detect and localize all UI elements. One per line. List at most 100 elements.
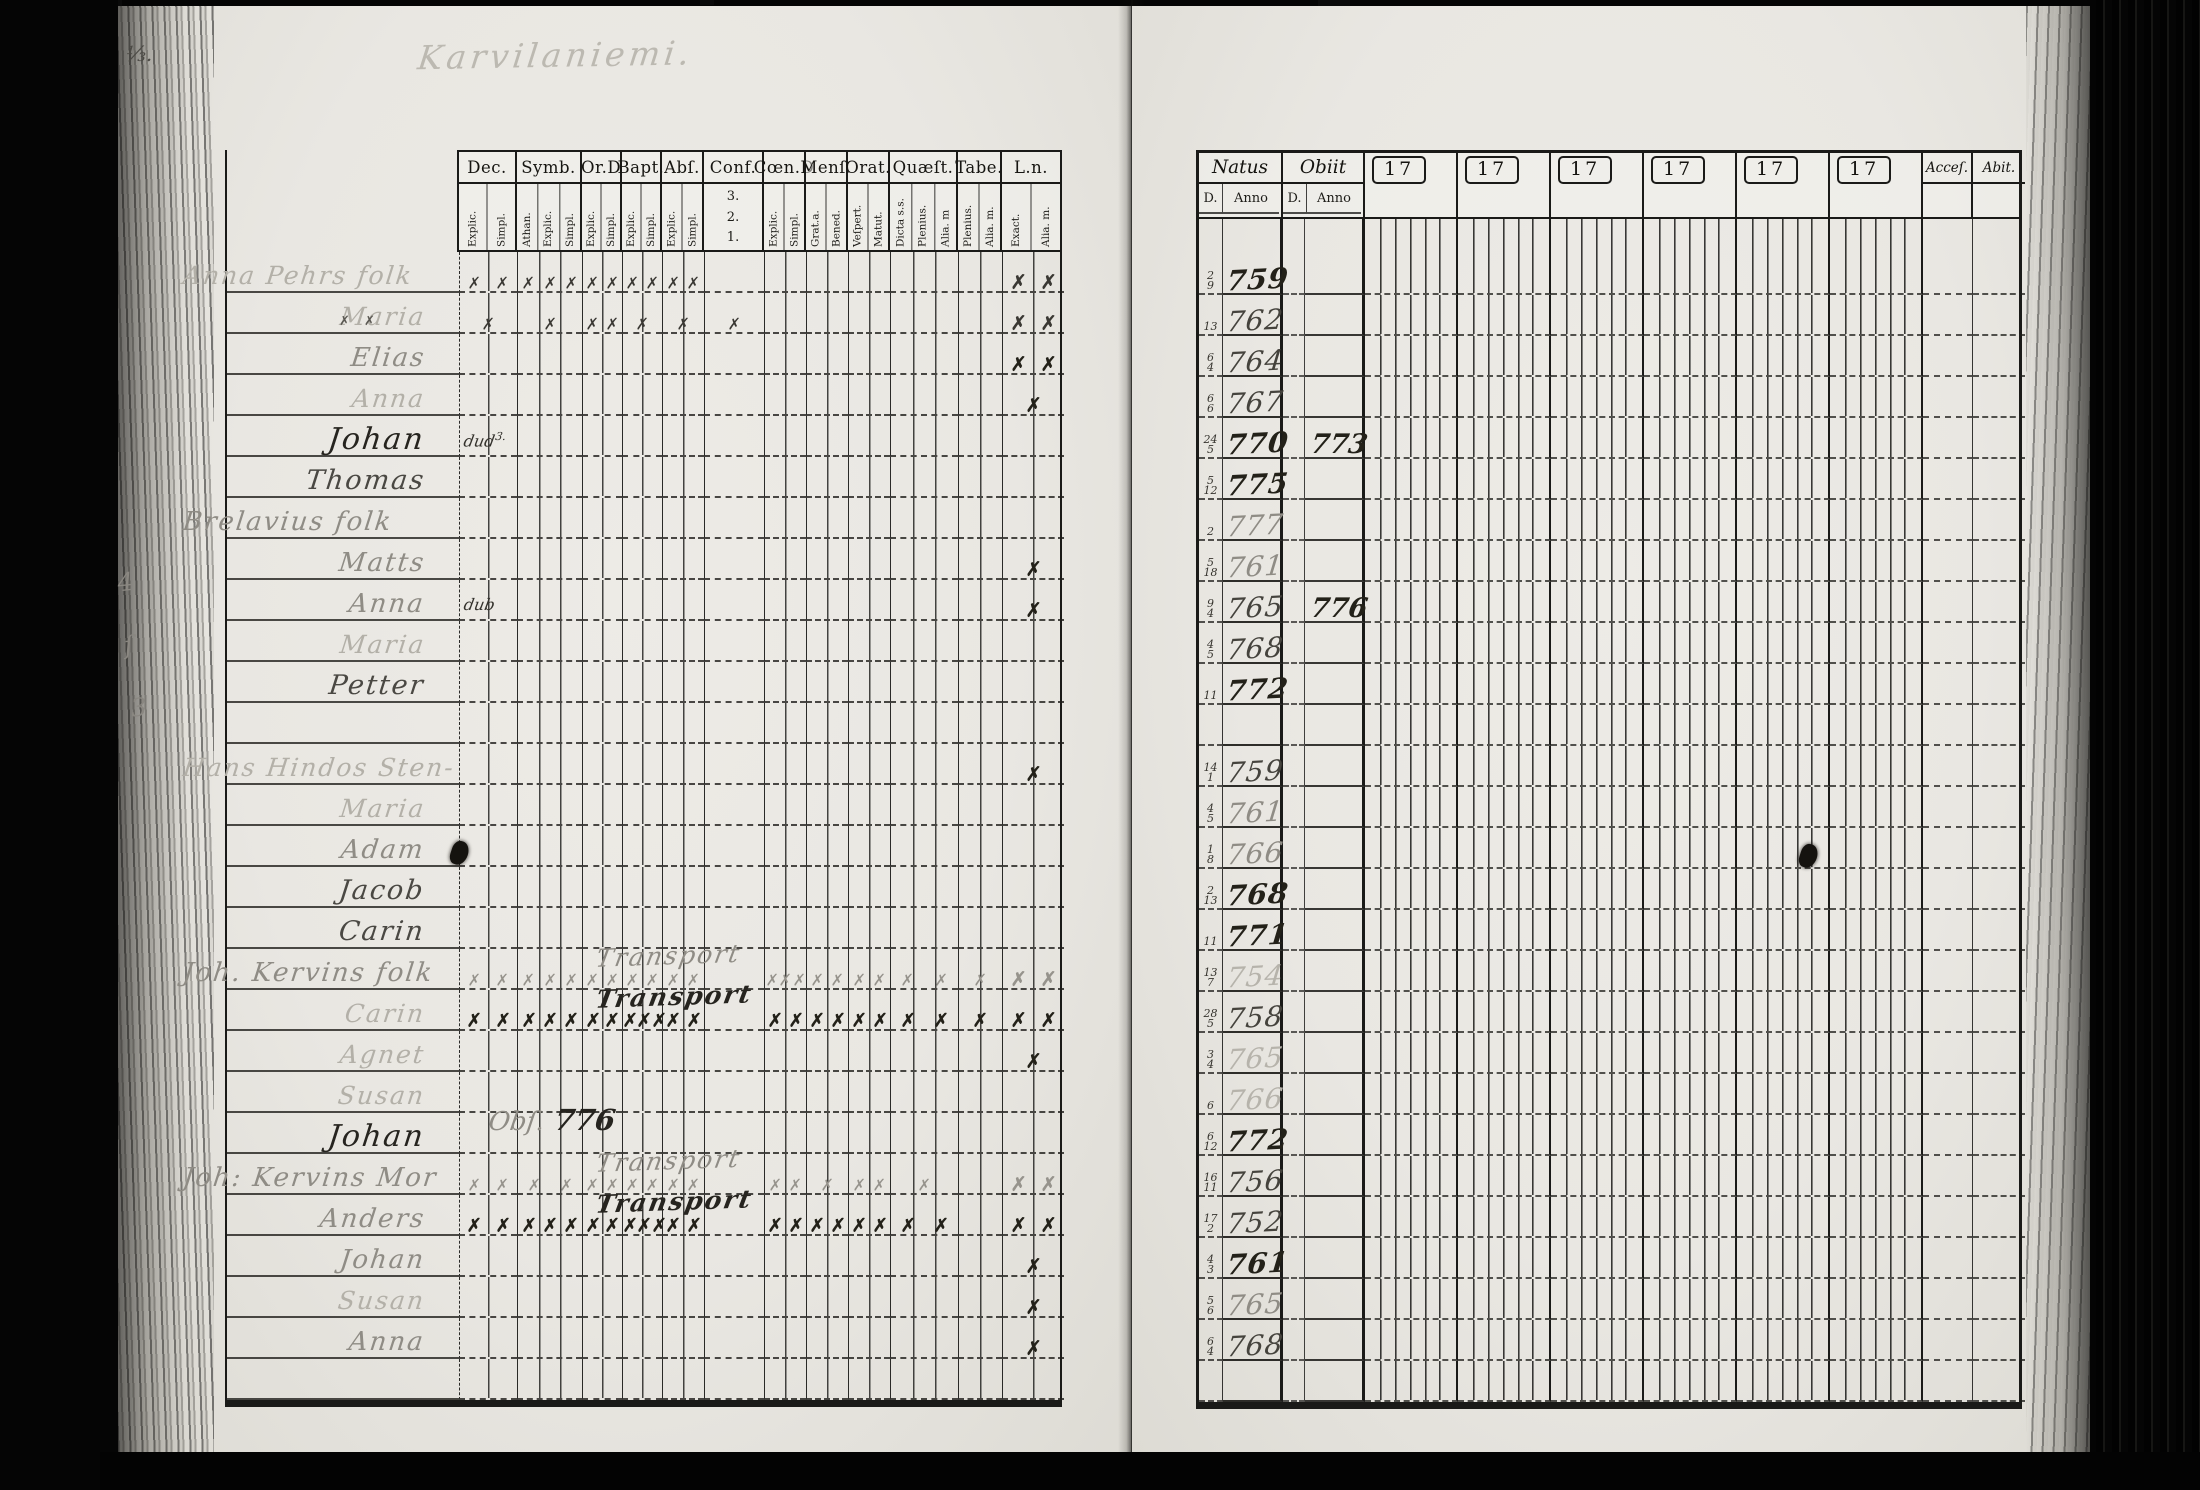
year-grid-cell [1830, 828, 1923, 869]
day-number: 2 [1207, 884, 1214, 897]
check-mark: ✗ [585, 273, 600, 293]
mark-cell-symb [517, 375, 582, 416]
column-label: Menſ. [800, 152, 851, 184]
mark-cell-orat [848, 1113, 890, 1154]
year-grid-cell [1551, 1238, 1644, 1279]
name-cell: Carin [227, 990, 459, 1031]
natus-year: 772 [1225, 1122, 1291, 1159]
year-grid-cell [1458, 664, 1551, 705]
mark-cell-tabe [958, 457, 1002, 498]
year-grid-cell [1830, 1074, 1923, 1115]
check-mark: ✗ [520, 1215, 537, 1237]
mark-cell-quaest [890, 252, 958, 293]
obiit-day-cell [1283, 1320, 1305, 1361]
person-name: Jacob [337, 875, 427, 906]
year-grid-cell [1644, 418, 1737, 459]
natus-anno-cell: 777 [1223, 500, 1285, 543]
column-label: Tabe. [955, 152, 1002, 184]
year-grid-cell [1365, 705, 1458, 746]
natus-year: 762 [1225, 302, 1286, 339]
check-mark: ✗ [495, 273, 510, 293]
year-grid-cell [1458, 459, 1551, 500]
register-row [227, 1359, 1064, 1400]
mark-cell-orat: ✗ ✗ [848, 1195, 890, 1237]
year-grid-cell [1551, 541, 1644, 582]
mark-cell-symb [517, 703, 582, 744]
mark-cell-abs [662, 1277, 704, 1318]
day-number: 3 [1207, 1048, 1214, 1061]
day-number: 3 [1207, 1263, 1214, 1276]
mark-cell-abs [662, 1031, 704, 1072]
check-mark: ✗ [467, 1175, 482, 1195]
mark-cell-mens [806, 416, 848, 457]
year-grid-cell [1737, 623, 1830, 664]
mark-cell-quaest [890, 1113, 958, 1154]
obiit-anno-cell [1305, 828, 1365, 869]
mark-cell-conf [704, 416, 764, 457]
mark-cell-dec [459, 1359, 517, 1400]
check-mark: ✗ [585, 970, 600, 990]
register-row: Maria [227, 621, 1064, 662]
mark-cell-ln: ✗ ✗ [1002, 1195, 1064, 1237]
mark-cell-conf [704, 826, 764, 867]
year-grid-cell [1458, 869, 1551, 910]
check-mark: ✗ [900, 970, 915, 990]
check-mark: ✗ [686, 273, 701, 293]
mark-cell-symb: ✗ ✗ ✗ [517, 252, 582, 293]
obiit-anno-cell [1305, 459, 1365, 500]
check-mark: ✗ [1040, 271, 1058, 294]
register-row: Johan dud3. [227, 416, 1064, 457]
year-grid-cell [1458, 623, 1551, 664]
day-number: 7 [1207, 976, 1214, 989]
mark-cell-abs [662, 826, 704, 867]
year-grid-cell [1737, 1320, 1830, 1361]
year-grid-cell [1458, 828, 1551, 869]
register-row: Susan ✗ [227, 1277, 1064, 1319]
year-grid-cell [1551, 1074, 1644, 1115]
header-obiit: Obiit D. Anno [1283, 153, 1365, 217]
mark-cell-dec: dud3. [459, 416, 517, 457]
obiit-day-cell [1283, 1033, 1305, 1074]
year-grid-cell [1365, 623, 1458, 664]
mark-cell-orat [848, 826, 890, 867]
name-cell: Petter [227, 662, 459, 703]
mark-cell-ln: ✗ [1002, 1031, 1064, 1073]
person-name: Anders [317, 1204, 427, 1234]
check-mark: ✗ [767, 1215, 784, 1237]
acces-cell [1923, 1361, 1973, 1402]
mark-cell-symb: ✗ ✗ ✗ [517, 1195, 582, 1237]
mark-cell-caen [764, 1236, 806, 1277]
mark-cell-conf [704, 1277, 764, 1318]
subcolumn-label: Grat.a. [809, 210, 822, 247]
check-mark: ✗ [851, 1215, 868, 1237]
natus-anno-cell: 765 [1223, 1033, 1285, 1076]
name-cell: Anna [227, 375, 459, 416]
register-row: 5 18 761 [1199, 541, 2025, 584]
photo-speck [1318, 0, 1350, 9]
year-grid-cell [1551, 1320, 1644, 1361]
subcolumn-label: Exact. [1010, 213, 1022, 247]
mark-cell-abs: ✗ ✗ [662, 1154, 704, 1195]
name-cell: Anna [227, 580, 459, 621]
mark-cell-tabe [958, 1072, 1002, 1113]
mark-cell-ln: ✗ [1002, 375, 1064, 417]
column-group-caen: Cœn.D Explic. Simpl. [754, 150, 814, 252]
year-grid-cell [1644, 377, 1737, 418]
year-grid-cell [1737, 1238, 1830, 1279]
mark-cell-orat: ✗ ✗ [848, 990, 890, 1032]
natus-day-cell: 5 18 [1199, 541, 1223, 582]
subcolumn-label: Simpl. [681, 184, 702, 250]
day-number: 5 [1207, 812, 1214, 825]
check-mark: ✗ [917, 1175, 932, 1195]
register-row: 4 5 768 [1199, 623, 2025, 666]
mark-cell-ln: ✗ ✗ [1002, 252, 1064, 294]
mark-cell-tabe [958, 375, 1002, 416]
mark-cell-orat [848, 1072, 890, 1113]
year-grid-cell [1365, 1320, 1458, 1361]
register-row: Susan [227, 1072, 1064, 1113]
name-cell: Anders [227, 1195, 459, 1236]
year-grid-cell [1365, 992, 1458, 1033]
day-number: 4 [1207, 1058, 1214, 1071]
mark-cell-dec [459, 334, 517, 375]
register-row: 16 11 756 [1199, 1156, 2025, 1199]
